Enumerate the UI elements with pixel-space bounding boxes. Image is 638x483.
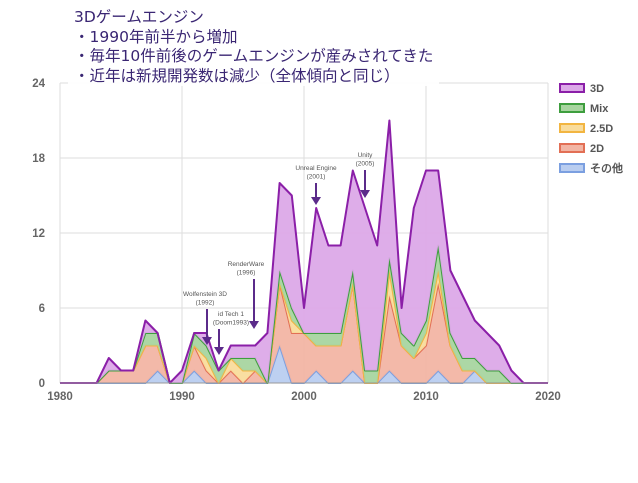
annotation-label: RenderWare bbox=[228, 261, 265, 268]
legend: 3D Mix 2.5D 2D その他 bbox=[559, 83, 623, 175]
x-tick-label: 2000 bbox=[291, 391, 317, 403]
annotation-label: (2001) bbox=[307, 174, 326, 181]
annotation-arrow-head bbox=[311, 197, 321, 205]
y-tick-label: 0 bbox=[39, 378, 45, 390]
annotation-arrow-head bbox=[249, 321, 259, 329]
axes: 0 6 12 18 24 1980 1990 2000 2010 2020 bbox=[32, 78, 561, 403]
legend-swatch bbox=[559, 143, 585, 153]
annotation-label: Unreal Engine bbox=[295, 165, 337, 172]
legend-swatch bbox=[559, 163, 585, 173]
annotation-arrow-head bbox=[214, 347, 224, 355]
legend-swatch bbox=[559, 103, 585, 113]
annotation-arrow-head bbox=[202, 337, 212, 345]
legend-label: 2D bbox=[590, 143, 604, 155]
x-tick-label: 1980 bbox=[47, 391, 73, 403]
annotation-arrow-head bbox=[360, 190, 370, 198]
legend-label: 2.5D bbox=[590, 123, 613, 135]
legend-label: 3D bbox=[590, 83, 604, 95]
annotation-label: id Tech 1 bbox=[218, 311, 244, 318]
legend-label: Mix bbox=[590, 103, 609, 115]
x-tick-label: 2020 bbox=[535, 391, 561, 403]
legend-label: その他 bbox=[590, 161, 623, 175]
legend-swatch bbox=[559, 123, 585, 133]
area-3D bbox=[60, 120, 548, 383]
annotation-label: (1996) bbox=[237, 270, 256, 277]
y-tick-label: 18 bbox=[32, 153, 45, 165]
annotation-label: (Doom1993) bbox=[213, 320, 249, 327]
y-tick-label: 6 bbox=[39, 303, 45, 315]
annotations: Wolfenstein 3D (1992)id Tech 1 (Doom1993) R… bbox=[183, 152, 374, 355]
x-tick-label: 1990 bbox=[169, 391, 195, 403]
line-3D bbox=[60, 119, 548, 384]
slide-title: 3Dゲームエンジン bbox=[74, 8, 204, 26]
annotation-label: (2005) bbox=[356, 161, 375, 168]
legend-swatch bbox=[559, 83, 585, 93]
slide-heading: 3Dゲームエンジン ・1990年前半から増加 ・毎年10件前後のゲームエンジンが… bbox=[68, 8, 440, 86]
bullet-1: ・1990年前半から増加 bbox=[74, 27, 238, 46]
bullet-3: ・近年は新規開発数は減少（全体傾向と同じ） bbox=[74, 66, 400, 85]
x-tick-label: 2010 bbox=[413, 391, 439, 403]
annotation-label: (1992) bbox=[196, 300, 215, 307]
y-tick-label: 12 bbox=[32, 228, 45, 240]
annotation-label: Unity bbox=[358, 152, 374, 159]
y-tick-label: 24 bbox=[32, 78, 45, 90]
annotation-label: Wolfenstein 3D bbox=[183, 291, 227, 298]
bullet-2: ・毎年10件前後のゲームエンジンが産みされてきた bbox=[74, 47, 434, 65]
